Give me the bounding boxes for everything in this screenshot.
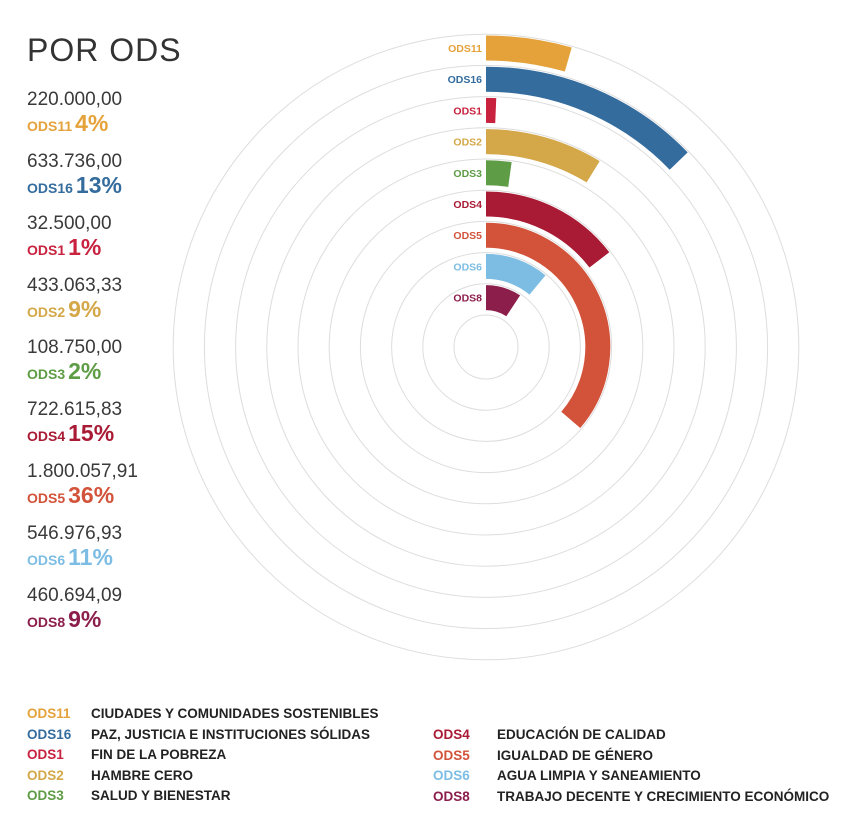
stat-code: ODS3 (27, 366, 66, 382)
arc-label-ods6: ODS6 (453, 261, 482, 273)
legend-item-ods8: ODS8 TRABAJO DECENTE Y CRECIMIENTO ECONÓM… (433, 787, 829, 808)
stat-percent: 9% (68, 606, 102, 632)
stat-code: ODS4 (27, 428, 66, 444)
legend-label: EDUCACIÓN DE CALIDAD (497, 727, 666, 742)
stat-item-ods8: 460.694,09 ODS8 9% (27, 585, 227, 647)
stat-percent: 11% (68, 544, 113, 570)
legend-label: CIUDADES Y COMUNIDADES SOSTENIBLES (91, 706, 379, 721)
legend-code: ODS6 (433, 768, 470, 783)
arc-label-ods3: ODS3 (453, 168, 482, 180)
legend-item-ods1: ODS1 FIN DE LA POBREZA (27, 745, 379, 766)
legend-left: ODS11 CIUDADES Y COMUNIDADES SOSTENIBLES … (27, 704, 379, 807)
stat-amount: 722.615,83 (27, 399, 123, 420)
legend-item-ods6: ODS6 AGUA LIMPIA Y SANEAMIENTO (433, 766, 829, 787)
legend-code: ODS11 (27, 706, 71, 721)
stat-amount: 433.063,33 (27, 275, 123, 296)
grid-ring (391, 252, 581, 442)
legend-code: ODS16 (27, 726, 72, 742)
stat-percent: 1% (68, 234, 102, 260)
legend-item-ods11: ODS11 CIUDADES Y COMUNIDADES SOSTENIBLES (27, 704, 379, 725)
arc-label-ods8: ODS8 (453, 293, 482, 305)
grid-ring (422, 283, 550, 411)
arc-bar-ods16 (485, 66, 688, 170)
arc-bar-ods5 (485, 222, 611, 429)
legend-item-ods2: ODS2 HAMBRE CERO (27, 766, 379, 787)
stat-item-ods16: 633.736,00 ODS16 13% (27, 151, 227, 213)
legend-label: FIN DE LA POBREZA (91, 747, 227, 762)
legend-item-ods3: ODS3 SALUD Y BIENESTAR (27, 786, 379, 807)
legend-label: IGUALDAD DE GÉNERO (497, 747, 654, 763)
legend-code: ODS8 (433, 788, 470, 804)
grid-ring (203, 64, 769, 630)
stat-amount: 108.750,00 (27, 337, 123, 358)
stat-code: ODS8 (27, 614, 66, 630)
stat-amount: 32.500,00 (27, 213, 112, 234)
grid-rings (172, 33, 800, 661)
arc-label-ods2: ODS2 (453, 137, 482, 149)
legend-code: ODS1 (27, 747, 64, 762)
legend-right: ODS4 EDUCACIÓN DE CALIDAD ODS5 IGUALDAD DE… (433, 725, 829, 807)
chart-title: POR ODS (27, 32, 182, 68)
stat-amount: 460.694,09 (27, 585, 123, 606)
stat-code: ODS1 (27, 242, 66, 258)
stat-code: ODS5 (27, 490, 66, 506)
stat-percent: 2% (68, 358, 102, 384)
grid-ring (359, 220, 613, 474)
stat-percent: 36% (68, 482, 115, 508)
stat-item-ods1: 32.500,00 ODS1 1% (27, 213, 227, 275)
stat-code: ODS2 (27, 304, 66, 320)
stat-code: ODS11 (27, 118, 73, 134)
arc-bar-ods3 (485, 160, 512, 187)
legend-code: ODS3 (27, 788, 64, 803)
stat-item-ods2: 433.063,33 ODS2 9% (27, 275, 227, 337)
arc-label-ods11: ODS11 (448, 43, 482, 55)
arc-bar-ods2 (485, 129, 600, 183)
legend-item-ods4: ODS4 EDUCACIÓN DE CALIDAD (433, 725, 829, 746)
stat-item-ods4: 722.615,83 ODS4 15% (27, 399, 227, 461)
stat-amount: 546.976,93 (27, 523, 123, 544)
stat-percent: 9% (68, 296, 102, 322)
legend-item-ods5: ODS5 IGUALDAD DE GÉNERO (433, 746, 829, 767)
grid-ring (235, 96, 737, 598)
stat-percent: 15% (68, 420, 115, 446)
radial-bar-chart: ODS11 ODS16 ODS1 ODS2 ODS3 ODS4 ODS5 ODS6 ODS8 (172, 33, 800, 661)
arc-bar-ods11 (485, 35, 572, 72)
arc-bar-ods8 (485, 285, 521, 317)
stat-percent: 4% (75, 110, 109, 136)
data-arcs (485, 35, 688, 429)
stat-code: ODS16 (27, 180, 73, 196)
arc-label-ods5: ODS5 (453, 230, 482, 242)
stat-code: ODS6 (27, 552, 66, 568)
legend-label: HAMBRE CERO (91, 767, 194, 783)
stat-amount: 220.000,00 (27, 89, 123, 110)
arc-bar-ods6 (485, 253, 546, 295)
stats-list: 220.000,00 ODS11 4% 633.736,00 ODS16 13% 3… (27, 89, 227, 647)
arc-labels: ODS11 ODS16 ODS1 ODS2 ODS3 ODS4 ODS5 ODS6 ODS8 (448, 43, 483, 305)
legend-code: ODS2 (27, 767, 64, 783)
stat-item-ods5: 1.800.057,91 ODS5 36% (27, 461, 227, 523)
grid-ring (453, 314, 519, 380)
legend-label: AGUA LIMPIA Y SANEAMIENTO (497, 768, 701, 783)
legend-code: ODS5 (433, 747, 470, 763)
legend-item-ods16: ODS16 PAZ, JUSTICIA E INSTITUCIONES SÓLID… (27, 725, 379, 746)
arc-label-ods4: ODS4 (453, 199, 482, 211)
legend-label: TRABAJO DECENTE Y CRECIMIENTO ECONÓMICO (497, 788, 830, 804)
grid-ring (297, 158, 675, 536)
legend-label: PAZ, JUSTICIA E INSTITUCIONES SÓLIDAS (91, 726, 371, 742)
grid-ring (266, 127, 706, 567)
grid-ring (172, 33, 800, 661)
stat-item-ods11: 220.000,00 ODS11 4% (27, 89, 227, 151)
stat-percent: 13% (75, 172, 122, 198)
arc-label-ods16: ODS16 (448, 74, 483, 86)
legend-code: ODS4 (433, 727, 470, 742)
grid-ring (328, 189, 644, 505)
stat-item-ods3: 108.750,00 ODS3 2% (27, 337, 227, 399)
arc-label-ods1: ODS1 (453, 105, 482, 117)
legend-label: SALUD Y BIENESTAR (91, 788, 231, 803)
stat-item-ods6: 546.976,93 ODS6 11% (27, 523, 227, 585)
stat-amount: 1.800.057,91 (27, 461, 138, 482)
arc-bar-ods4 (485, 191, 610, 268)
stat-amount: 633.736,00 (27, 151, 123, 172)
